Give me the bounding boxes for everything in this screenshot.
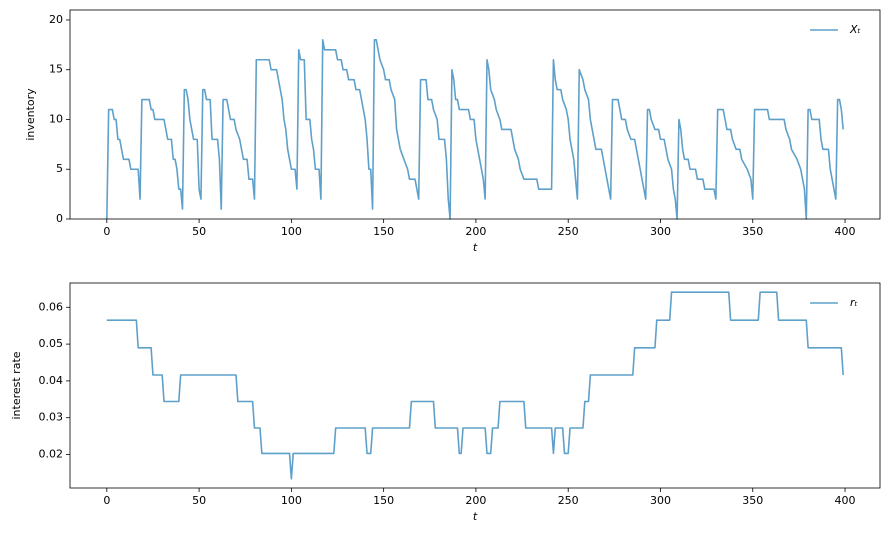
y-tick-label: 0.06	[39, 300, 64, 313]
x-tick-label: 150	[373, 494, 394, 507]
data-line	[106, 291, 844, 480]
subplot: 0 50 100 150 200 250 300 350 400 0.02 0.03 0.04 0.05…	[10, 282, 881, 523]
x-tick-label: 0	[103, 494, 110, 507]
x-tick-label: 400	[835, 494, 856, 507]
y-tick-label: 0	[56, 212, 63, 225]
x-tick-label: 50	[192, 225, 206, 238]
y-tick-label: 0.04	[39, 374, 64, 387]
y-axis-label: inventory	[24, 88, 37, 141]
y-tick-label: 0.02	[39, 448, 64, 461]
subplot: 0 50 100 150 200 250 300 350 400 0 5 10 15 20 t invento…	[24, 9, 881, 254]
x-tick-label: 350	[742, 494, 763, 507]
x-tick-label: 250	[558, 225, 579, 238]
axes-frame	[69, 282, 881, 489]
data-line	[106, 39, 844, 220]
legend-label: rₜ	[850, 296, 858, 309]
y-tick-label: 15	[49, 63, 63, 76]
y-tick-label: 20	[49, 13, 63, 26]
y-axis-label: interest rate	[10, 351, 23, 419]
y-tick-label: 10	[49, 112, 63, 125]
x-tick-label: 300	[650, 225, 671, 238]
x-tick-label: 50	[192, 494, 206, 507]
y-tick-label: 5	[56, 162, 63, 175]
x-axis-label: t	[473, 510, 478, 523]
legend-label: Xₜ	[849, 23, 861, 36]
y-tick-label: 0.05	[39, 337, 64, 350]
axes-frame	[69, 9, 881, 220]
x-axis-label: t	[473, 241, 478, 254]
x-tick-label: 200	[465, 494, 486, 507]
y-tick-label: 0.03	[39, 411, 64, 424]
x-tick-label: 200	[465, 225, 486, 238]
x-tick-label: 150	[373, 225, 394, 238]
x-tick-label: 250	[558, 494, 579, 507]
x-tick-label: 0	[103, 225, 110, 238]
x-tick-label: 300	[650, 494, 671, 507]
x-tick-label: 350	[742, 225, 763, 238]
x-tick-label: 100	[281, 494, 302, 507]
x-tick-label: 100	[281, 225, 302, 238]
x-tick-label: 400	[835, 225, 856, 238]
